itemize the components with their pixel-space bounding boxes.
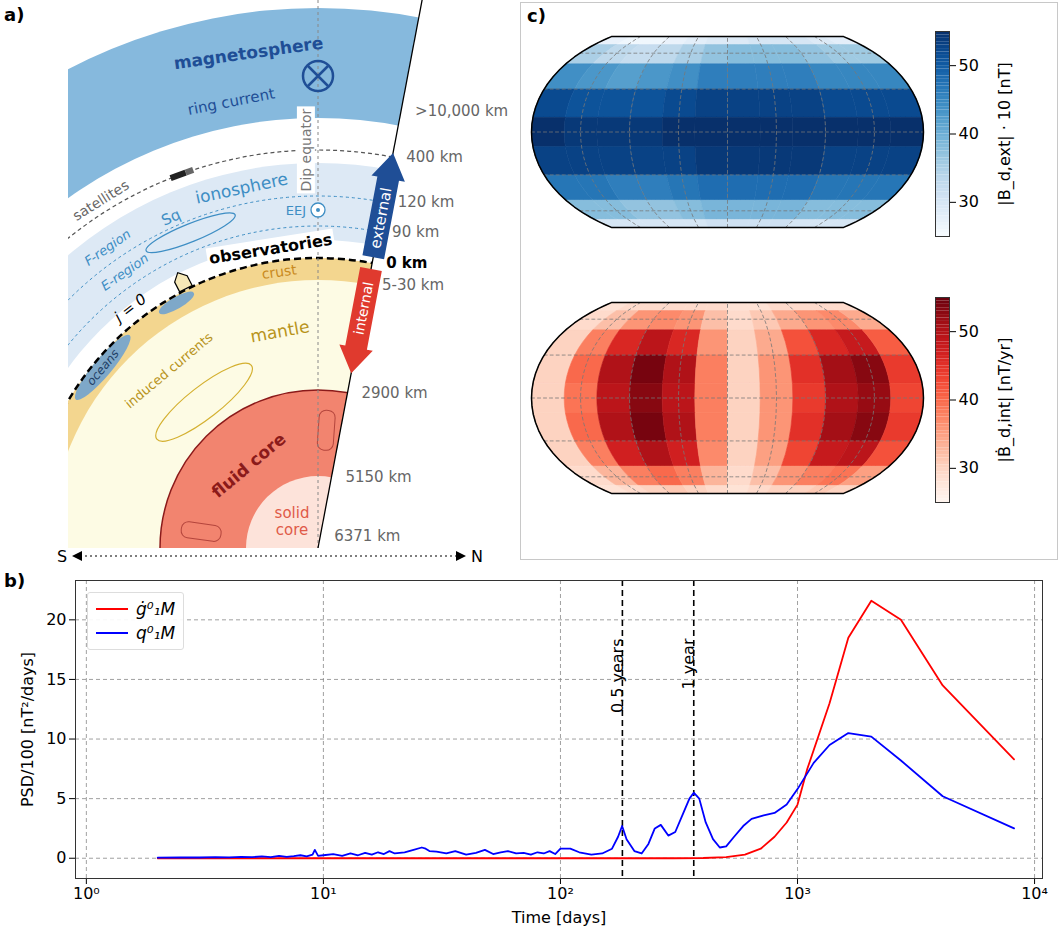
svg-text:0 km: 0 km: [386, 254, 427, 272]
svg-text:1 year: 1 year: [679, 638, 698, 689]
svg-text:j = 0: j = 0: [109, 290, 150, 327]
svg-text:0: 0: [56, 848, 66, 867]
svg-text:10: 10: [46, 729, 66, 748]
svg-text:20: 20: [46, 610, 66, 629]
svg-text:solidcore: solidcore: [275, 504, 310, 539]
svg-text:90 km: 90 km: [392, 223, 439, 241]
svg-text:EEJ: EEJ: [286, 203, 306, 218]
svg-text:10⁴: 10⁴: [1021, 884, 1048, 903]
svg-text:2900 km: 2900 km: [361, 384, 427, 402]
svg-text:10²: 10²: [547, 884, 574, 903]
svg-text:50: 50: [959, 56, 979, 75]
svg-text:Time [days]: Time [days]: [511, 908, 607, 927]
svg-text:external: external: [366, 185, 396, 250]
svg-text:10¹: 10¹: [310, 884, 337, 903]
svg-text:oceans: oceans: [84, 347, 122, 389]
svg-text:30: 30: [959, 458, 979, 477]
svg-text:Sq: Sq: [159, 205, 184, 229]
svg-text:crust: crust: [261, 261, 299, 282]
svg-text:satellites: satellites: [70, 177, 132, 224]
svg-text:40: 40: [959, 390, 979, 409]
svg-text:|B_d,ext| · 10 [nT]: |B_d,ext| · 10 [nT]: [995, 62, 1015, 205]
svg-text:40: 40: [959, 124, 979, 143]
svg-text:15: 15: [46, 670, 66, 689]
svg-text:observatories: observatories: [208, 230, 334, 268]
svg-text:induced currents: induced currents: [122, 329, 216, 411]
svg-text:10⁰: 10⁰: [73, 884, 100, 903]
svg-text:mantle: mantle: [249, 316, 311, 346]
html-text:a): a): [4, 4, 25, 25]
svg-text:internal: internal: [351, 280, 377, 336]
svg-text:6371 km: 6371 km: [334, 527, 400, 545]
svg-text:ring current: ring current: [186, 84, 276, 119]
svg-text:fluid core: fluid core: [208, 429, 290, 502]
html-text:b): b): [4, 570, 26, 591]
svg-text:5150 km: 5150 km: [345, 468, 411, 486]
svg-text:N: N: [471, 547, 483, 566]
svg-text:400 km: 400 km: [406, 148, 463, 166]
svg-text:30: 30: [959, 192, 979, 211]
svg-text:120 km: 120 km: [398, 193, 455, 211]
svg-text:Dip equator: Dip equator: [298, 108, 314, 191]
svg-text:PSD/100 [nT²/days]: PSD/100 [nT²/days]: [18, 652, 37, 807]
html-text:ġ⁰₁M: ġ⁰₁M: [136, 599, 176, 619]
svg-text:S: S: [57, 547, 67, 566]
svg-text:10³: 10³: [784, 884, 811, 903]
svg-text:magnetosphere: magnetosphere: [172, 32, 324, 73]
svg-text:F-region: F-region: [81, 226, 134, 269]
svg-text:|Ḃ_d,int| [nT/yr]: |Ḃ_d,int| [nT/yr]: [995, 338, 1015, 463]
svg-text:0.5 years: 0.5 years: [608, 639, 627, 714]
svg-text:>10,000 km: >10,000 km: [415, 102, 508, 120]
svg-text:50: 50: [959, 322, 979, 341]
svg-text:5-30 km: 5-30 km: [382, 276, 444, 294]
svg-text:5: 5: [56, 789, 66, 808]
html-text:c): c): [527, 5, 546, 26]
html-text:q⁰₁M: q⁰₁M: [136, 623, 176, 643]
svg-text:E-region: E-region: [98, 250, 151, 293]
svg-text:ionosphere: ionosphere: [193, 168, 289, 207]
